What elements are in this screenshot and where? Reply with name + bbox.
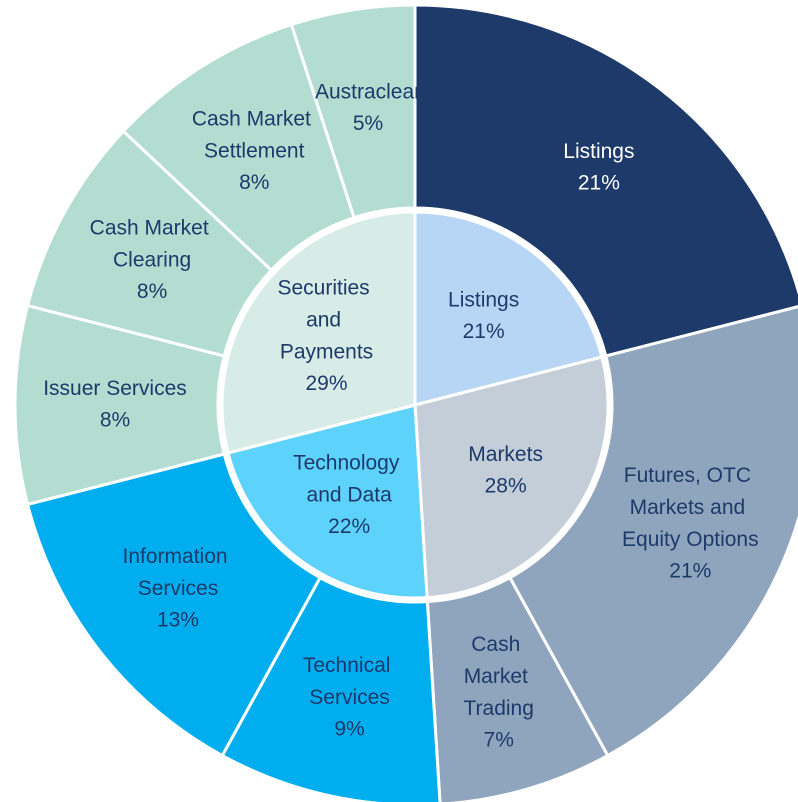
- outer-segment: [507, 305, 798, 758]
- segment-label: Futures, OTC Markets and Equity Options: [622, 464, 759, 551]
- value-label: 28%: [485, 474, 527, 497]
- segment-label: Technical Services: [303, 653, 396, 708]
- segment-label: Cash Market Trading: [463, 633, 533, 720]
- segment-label: Technology and Data: [293, 451, 405, 506]
- segment-label: Issuer Services: [43, 377, 187, 400]
- value-label: 8%: [239, 171, 269, 194]
- inner-segment: [413, 210, 604, 407]
- outer-segment: [413, 3, 798, 358]
- value-label: 9%: [334, 717, 364, 740]
- segment-label: Cash Market Clearing: [90, 216, 215, 271]
- value-label: 29%: [305, 372, 347, 395]
- segment-label: Securities and Payments: [277, 276, 375, 363]
- segment-label: Listings: [448, 288, 519, 311]
- segment-label: Markets: [468, 442, 543, 465]
- segment-label: Listings: [563, 140, 634, 163]
- outer-segment: [289, 3, 417, 220]
- value-label: 8%: [137, 280, 167, 303]
- segment-label: Information Services: [123, 544, 234, 599]
- segment-label: Austraclear: [315, 80, 421, 103]
- value-label: 13%: [157, 608, 199, 631]
- inner-segment: [413, 355, 610, 600]
- inner-segment: [226, 403, 429, 600]
- segment-label: Cash Market Settlement: [192, 107, 317, 162]
- outer-segment: [25, 452, 323, 758]
- value-label: 21%: [578, 172, 620, 195]
- inner-segment: [220, 210, 417, 455]
- value-label: 21%: [669, 560, 711, 583]
- value-label: 22%: [328, 515, 370, 538]
- value-label: 21%: [463, 320, 505, 343]
- value-label: 5%: [353, 112, 383, 135]
- value-label: 7%: [484, 729, 514, 752]
- outer-segment: [425, 575, 610, 802]
- value-label: 8%: [100, 409, 130, 432]
